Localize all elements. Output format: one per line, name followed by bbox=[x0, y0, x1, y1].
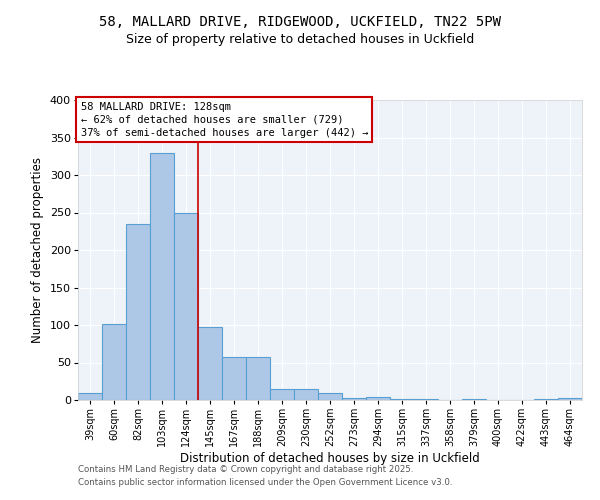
Bar bbox=[318, 392, 342, 400]
Bar bbox=[222, 357, 246, 400]
Bar bbox=[534, 399, 558, 400]
Bar bbox=[342, 398, 366, 400]
Text: Contains HM Land Registry data © Crown copyright and database right 2025.: Contains HM Land Registry data © Crown c… bbox=[78, 466, 413, 474]
Text: Contains public sector information licensed under the Open Government Licence v3: Contains public sector information licen… bbox=[78, 478, 452, 487]
Bar bbox=[198, 327, 222, 400]
Y-axis label: Number of detached properties: Number of detached properties bbox=[31, 157, 44, 343]
Bar bbox=[126, 224, 150, 400]
Bar bbox=[246, 357, 270, 400]
Bar bbox=[270, 389, 294, 400]
Bar bbox=[366, 397, 390, 400]
Bar bbox=[414, 399, 438, 400]
Bar bbox=[558, 398, 582, 400]
Text: 58, MALLARD DRIVE, RIDGEWOOD, UCKFIELD, TN22 5PW: 58, MALLARD DRIVE, RIDGEWOOD, UCKFIELD, … bbox=[99, 15, 501, 29]
Bar bbox=[174, 212, 198, 400]
Text: 58 MALLARD DRIVE: 128sqm
← 62% of detached houses are smaller (729)
37% of semi-: 58 MALLARD DRIVE: 128sqm ← 62% of detach… bbox=[80, 102, 368, 138]
Bar bbox=[78, 392, 102, 400]
Bar bbox=[462, 399, 486, 400]
Bar bbox=[150, 152, 174, 400]
Text: Size of property relative to detached houses in Uckfield: Size of property relative to detached ho… bbox=[126, 32, 474, 46]
Bar bbox=[102, 324, 126, 400]
Bar bbox=[390, 398, 414, 400]
X-axis label: Distribution of detached houses by size in Uckfield: Distribution of detached houses by size … bbox=[180, 452, 480, 465]
Bar bbox=[294, 389, 318, 400]
